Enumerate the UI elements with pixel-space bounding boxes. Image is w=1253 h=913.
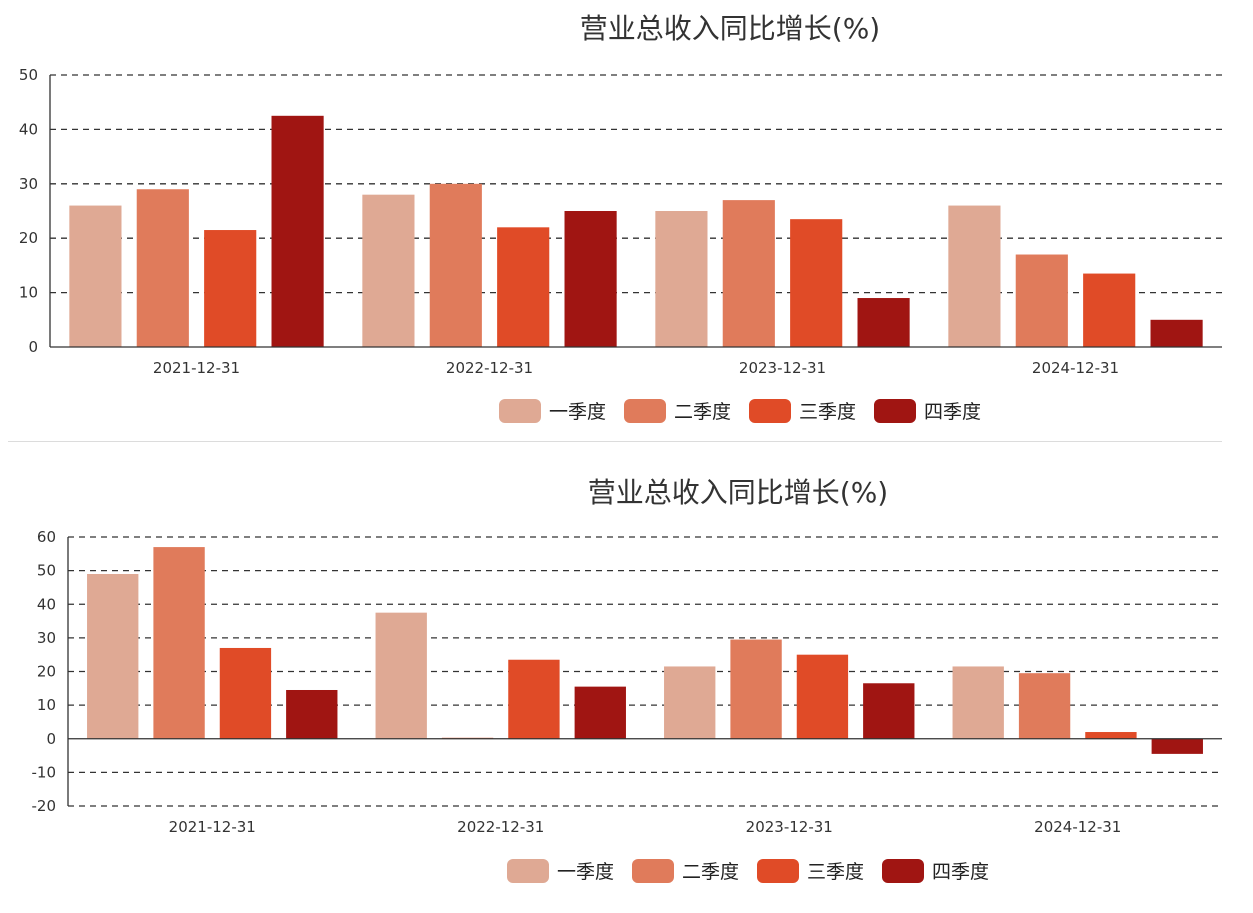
x-tick-label: 2023-12-31 — [746, 818, 833, 836]
bar-3-2[interactable] — [722, 200, 775, 347]
x-tick-label: 2021-12-31 — [169, 818, 256, 836]
legend-swatch — [882, 859, 924, 883]
bar-2-1[interactable] — [362, 194, 415, 347]
legend-item[interactable]: 三季度 — [757, 859, 864, 883]
x-tick-label: 2024-12-31 — [1034, 818, 1121, 836]
bar-chart-2: 营业总收入同比增长(%) -20 -10 0 10 20 30 40 50 60 2021-12-3… — [32, 476, 1222, 883]
y-tick-label: -10 — [32, 763, 57, 781]
bar-3-3[interactable] — [790, 219, 843, 347]
legend-item[interactable]: 三季度 — [749, 399, 856, 423]
bar-4-3[interactable] — [1085, 732, 1137, 739]
legend-item[interactable]: 四季度 — [882, 859, 989, 883]
chart-panel-1: 营业总收入同比增长(%) 0 10 20 30 40 50 2021-12-31 2022-12… — [0, 0, 1253, 440]
legend-swatch — [624, 399, 666, 423]
legend-item[interactable]: 一季度 — [499, 399, 606, 423]
legend-label: 三季度 — [807, 861, 864, 883]
x-tick-label: 2022-12-31 — [446, 359, 533, 377]
bar-2-3[interactable] — [508, 659, 560, 739]
legend-item[interactable]: 四季度 — [874, 399, 981, 423]
y-tick-label: 10 — [19, 284, 38, 302]
bar-2-1[interactable] — [375, 612, 427, 739]
y-tick-label: 40 — [19, 120, 38, 138]
bar-1-4[interactable] — [271, 115, 324, 347]
x-tick-label: 2021-12-31 — [153, 359, 240, 377]
bar-1-3[interactable] — [204, 230, 257, 347]
y-tick-label: -20 — [32, 797, 57, 815]
bar-3-2[interactable] — [730, 639, 782, 739]
bar-2-4[interactable] — [574, 686, 626, 739]
x-tick-label: 2024-12-31 — [1032, 359, 1119, 377]
x-tick-label: 2023-12-31 — [739, 359, 826, 377]
bar-4-1[interactable] — [952, 666, 1004, 739]
bar-1-1[interactable] — [87, 573, 139, 739]
y-tick-label: 50 — [37, 562, 56, 580]
legend-swatch — [507, 859, 549, 883]
bar-3-1[interactable] — [655, 211, 708, 347]
bar-4-1[interactable] — [948, 205, 1001, 347]
bar-2-4[interactable] — [564, 211, 617, 347]
bar-3-1[interactable] — [664, 666, 716, 739]
y-tick-label: 0 — [28, 338, 38, 356]
legend-label: 二季度 — [674, 401, 731, 423]
legend-swatch — [632, 859, 674, 883]
bar-3-3[interactable] — [796, 654, 849, 739]
legend-swatch — [757, 859, 799, 883]
chart-title: 营业总收入同比增长(%) — [588, 476, 888, 509]
bar-2-3[interactable] — [497, 227, 550, 347]
bar-4-2[interactable] — [1018, 673, 1071, 739]
chart-title: 营业总收入同比增长(%) — [580, 12, 880, 45]
bar-1-4[interactable] — [286, 689, 338, 739]
y-tick-label: 0 — [46, 730, 56, 748]
legend-item[interactable]: 一季度 — [507, 859, 614, 883]
legend-item[interactable]: 二季度 — [624, 399, 731, 423]
bar-4-4[interactable] — [1151, 738, 1203, 754]
bar-1-1[interactable] — [69, 205, 122, 347]
legend-label: 四季度 — [924, 401, 981, 423]
legend-label: 一季度 — [549, 401, 606, 423]
bar-chart-1: 营业总收入同比增长(%) 0 10 20 30 40 50 2021-12-31 2022-12… — [19, 12, 1222, 423]
y-tick-label: 20 — [19, 229, 38, 247]
bar-1-2[interactable] — [136, 189, 189, 347]
bar-1-3[interactable] — [219, 647, 272, 739]
bar-3-4[interactable] — [857, 298, 910, 347]
y-tick-label: 30 — [37, 629, 56, 647]
y-tick-label: 30 — [19, 175, 38, 193]
legend-swatch — [749, 399, 791, 423]
panel-divider — [8, 441, 1222, 442]
y-tick-label: 20 — [37, 663, 56, 681]
y-tick-label: 60 — [37, 528, 56, 546]
bar-3-4[interactable] — [863, 683, 915, 739]
y-tick-label: 40 — [37, 595, 56, 613]
bar-4-2[interactable] — [1015, 254, 1068, 347]
bar-4-3[interactable] — [1083, 273, 1136, 347]
legend-label: 四季度 — [932, 861, 989, 883]
x-tick-label: 2022-12-31 — [457, 818, 544, 836]
y-tick-label: 50 — [19, 66, 38, 84]
legend-swatch — [499, 399, 541, 423]
bar-1-2[interactable] — [153, 547, 205, 739]
legend-label: 一季度 — [557, 861, 614, 883]
legend-label: 二季度 — [682, 861, 739, 883]
legend-label: 三季度 — [799, 401, 856, 423]
bar-4-4[interactable] — [1150, 319, 1203, 347]
bar-2-2[interactable] — [429, 183, 482, 347]
legend-item[interactable]: 二季度 — [632, 859, 739, 883]
y-tick-label: 10 — [37, 696, 56, 714]
chart-panel-2: 营业总收入同比增长(%) -20 -10 0 10 20 30 40 50 60 2021-12-3… — [0, 460, 1253, 913]
legend-swatch — [874, 399, 916, 423]
